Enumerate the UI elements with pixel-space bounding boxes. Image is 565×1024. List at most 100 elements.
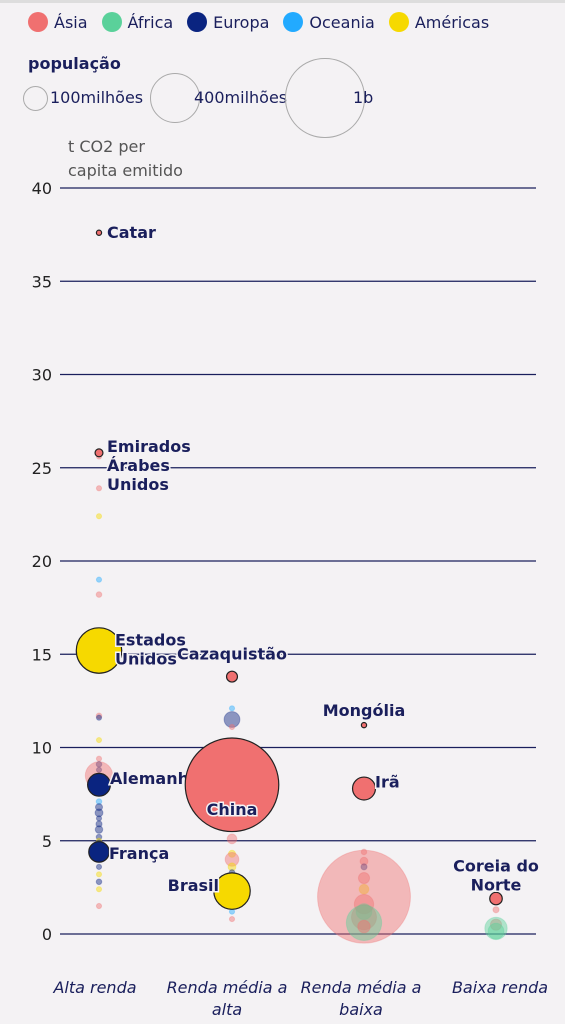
x-category-label: Renda média a alta	[167, 978, 288, 1019]
y-tick-label: 40	[32, 179, 52, 198]
legend-label: Oceania	[309, 12, 375, 32]
population-size-label: 1b	[353, 88, 374, 107]
legend-label: Europa	[213, 12, 270, 32]
data-point	[357, 871, 371, 885]
point-label: Irã	[375, 773, 400, 792]
point-label: Alemanha	[110, 769, 200, 788]
point-label: Coreia do Norte	[453, 857, 539, 895]
legend-item[interactable]: Europa	[187, 12, 269, 32]
data-point	[94, 803, 104, 812]
top-scroll-edge	[0, 0, 565, 3]
data-point	[95, 833, 103, 841]
data-point	[95, 815, 103, 822]
data-point	[95, 886, 103, 893]
data-point	[95, 863, 103, 870]
population-size-label: 400milhões	[194, 88, 288, 107]
data-point	[95, 485, 103, 492]
data-point	[95, 513, 103, 520]
data-point	[223, 711, 241, 728]
x-category-label: Baixa renda	[452, 978, 548, 997]
legend-item[interactable]: Américas	[388, 12, 490, 32]
data-point	[224, 852, 240, 867]
highlighted-point	[75, 627, 123, 674]
y-axis-label: capita emitido	[68, 161, 183, 180]
data-point	[351, 904, 377, 931]
legend-swatch-icon	[101, 12, 122, 32]
y-tick-label: 5	[42, 832, 52, 851]
data-point	[95, 760, 103, 768]
y-tick-label: 25	[32, 459, 52, 478]
data-point	[228, 915, 236, 923]
legend-item[interactable]: Ásia	[28, 12, 88, 32]
highlighted-point	[489, 891, 503, 906]
highlighted-point	[213, 872, 251, 910]
y-axis-label: t CO2 per	[68, 137, 145, 156]
highlighted-point	[94, 448, 104, 458]
data-point	[317, 849, 411, 944]
data-point	[357, 919, 371, 934]
highlighted-point	[95, 229, 103, 236]
data-point	[95, 878, 103, 886]
data-point	[487, 922, 505, 940]
data-point	[360, 848, 368, 856]
x-category-label: Renda média a baixa	[301, 978, 422, 1019]
data-point	[95, 766, 103, 773]
data-point	[94, 808, 104, 818]
point-label: Cazaquistão	[177, 645, 287, 664]
legend-swatch-icon	[28, 12, 48, 32]
legend-label: Américas	[414, 12, 490, 32]
legend-item[interactable]: Oceania	[283, 12, 375, 32]
legend-label: África	[127, 12, 174, 32]
legend-swatch-icon	[187, 12, 208, 32]
legend-swatch-icon	[283, 12, 304, 32]
highlighted-point	[87, 772, 111, 797]
highlighted-point	[351, 776, 377, 801]
data-point	[489, 918, 503, 931]
data-point	[94, 825, 104, 834]
population-legend-title: população	[28, 54, 121, 73]
data-point	[95, 736, 103, 744]
data-point	[95, 576, 103, 583]
data-point	[353, 893, 375, 915]
population-size-label: 100milhões	[50, 88, 144, 107]
legend-item[interactable]: África	[101, 12, 174, 32]
data-point	[95, 798, 103, 805]
population-size-circle-icon	[150, 73, 200, 123]
data-point	[95, 591, 103, 598]
data-point	[358, 883, 370, 895]
data-point	[95, 712, 103, 720]
highlighted-point	[88, 841, 110, 863]
data-point	[95, 820, 103, 828]
data-point	[360, 863, 368, 871]
data-point	[359, 856, 369, 866]
data-point	[227, 862, 237, 872]
point-label: China	[207, 800, 258, 819]
point-label: Estados Unidos	[115, 631, 186, 669]
highlighted-point	[184, 737, 280, 833]
y-tick-label: 0	[42, 925, 52, 944]
y-tick-label: 20	[32, 552, 52, 571]
legend-swatch-icon	[388, 12, 409, 32]
data-point	[228, 705, 236, 712]
data-point	[345, 904, 383, 941]
data-point	[484, 916, 508, 941]
legend-label: Ásia	[54, 12, 88, 32]
data-point	[95, 714, 103, 721]
point-label: Mongólia	[323, 701, 406, 720]
data-point	[95, 902, 103, 910]
population-size-legend: 100milhões 400milhões 1b	[22, 58, 428, 138]
x-category-label: Alta renda	[52, 978, 136, 997]
highlighted-point	[360, 721, 368, 729]
y-tick-label: 30	[32, 366, 52, 385]
population-size-circle-icon	[285, 58, 365, 138]
data-point	[228, 723, 236, 731]
data-point	[226, 833, 238, 845]
highlighted-point	[225, 670, 239, 683]
point-label: Brasil	[168, 876, 219, 895]
y-tick-label: 35	[32, 272, 52, 291]
point-label: Catar	[107, 223, 156, 242]
data-point	[492, 906, 500, 914]
y-tick-label: 15	[32, 645, 52, 664]
point-label: França	[109, 844, 169, 863]
